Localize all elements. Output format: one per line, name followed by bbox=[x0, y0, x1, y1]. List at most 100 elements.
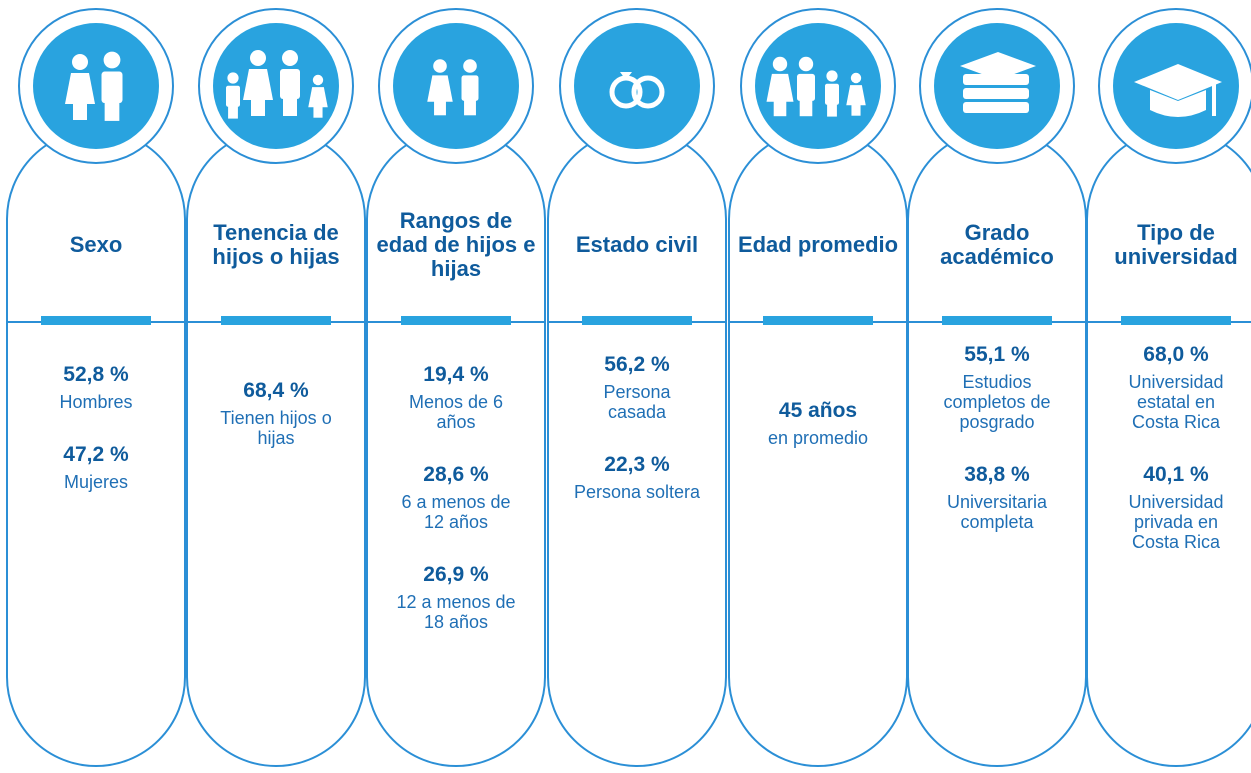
icon-legs bbox=[73, 102, 87, 120]
icon-head bbox=[312, 74, 324, 86]
stats: 56,2 % Persona casada 22,3 % Persona solter… bbox=[548, 352, 726, 532]
stat-item: 68,4 % Tienen hijos o hijas bbox=[187, 378, 365, 448]
stat-value: 68,0 % bbox=[1143, 343, 1209, 366]
stat-value: 40,1 % bbox=[1143, 463, 1209, 486]
column-title: Grado académico bbox=[940, 220, 1054, 269]
icon-body bbox=[846, 85, 866, 106]
column-title: Estado civil bbox=[575, 232, 699, 257]
stat-label: Menos de 6 años bbox=[408, 392, 504, 432]
icon-circle bbox=[33, 23, 159, 149]
stat-value: 22,3 % bbox=[604, 453, 670, 476]
icon-circle bbox=[934, 23, 1060, 149]
icon-head bbox=[433, 59, 447, 73]
icon-cap-base bbox=[1150, 90, 1206, 117]
icon-body bbox=[101, 71, 123, 104]
stat-label: Mujeres bbox=[63, 472, 129, 492]
stat-item: 26,9 % 12 a menos de 18 años bbox=[367, 562, 545, 632]
icon bbox=[766, 56, 866, 117]
icon-book bbox=[963, 102, 1029, 113]
icon bbox=[960, 52, 1036, 113]
stat-item: 68,0 % Universidad estatal en Costa Rica bbox=[1087, 342, 1251, 432]
icon-head bbox=[282, 50, 298, 66]
icon bbox=[1134, 64, 1222, 117]
icon-body bbox=[427, 75, 453, 102]
stats: 45 años en promedio bbox=[729, 398, 907, 478]
stats: 55,1 % Estudios completos de posgrado 38,8… bbox=[908, 342, 1086, 562]
icon-legs bbox=[851, 104, 861, 116]
stat-item: 19,4 % Menos de 6 años bbox=[367, 362, 545, 432]
icon-head bbox=[826, 70, 838, 82]
stat-item: 55,1 % Estudios completos de posgrado bbox=[908, 342, 1086, 432]
icon-head bbox=[463, 59, 477, 73]
stat-label: 12 a menos de 18 años bbox=[396, 592, 516, 632]
icon-head bbox=[850, 72, 862, 84]
icon-legs bbox=[773, 100, 787, 117]
stat-value: 38,8 % bbox=[964, 463, 1030, 486]
icon-circle bbox=[755, 23, 881, 149]
stats: 68,4 % Tienen hijos o hijas bbox=[187, 378, 365, 478]
icon-legs bbox=[283, 98, 297, 116]
divider-bar bbox=[1121, 316, 1231, 325]
icon-body bbox=[308, 87, 328, 108]
stat-item: 47,2 % Mujeres bbox=[7, 442, 185, 492]
divider-bar bbox=[401, 316, 511, 325]
stat-label: Estudios completos de posgrado bbox=[943, 372, 1051, 432]
icon-head bbox=[72, 54, 88, 70]
icon-cap bbox=[1134, 64, 1222, 100]
stat-label: Universidad estatal en Costa Rica bbox=[1128, 372, 1224, 432]
stat-value: 26,9 % bbox=[423, 563, 489, 586]
stat-label: 6 a menos de 12 años bbox=[401, 492, 511, 532]
stat-item: 52,8 % Hombres bbox=[7, 362, 185, 412]
icon-ring bbox=[631, 75, 665, 109]
stat-item: 56,2 % Persona casada bbox=[548, 352, 726, 422]
icon-body bbox=[766, 73, 794, 102]
stat-item: 22,3 % Persona soltera bbox=[548, 452, 726, 502]
icon-body bbox=[243, 69, 273, 100]
stats: 52,8 % Hombres 47,2 % Mujeres bbox=[7, 362, 185, 522]
divider-bar bbox=[221, 316, 331, 325]
stat-item: 28,6 % 6 a menos de 12 años bbox=[367, 462, 545, 532]
divider-bar bbox=[942, 316, 1052, 325]
icon bbox=[609, 72, 665, 109]
icon bbox=[427, 59, 479, 116]
icon-body bbox=[226, 85, 240, 107]
icon-body bbox=[825, 83, 839, 105]
stat-value: 47,2 % bbox=[63, 443, 129, 466]
stat-value: 56,2 % bbox=[604, 353, 670, 376]
icon-gem bbox=[620, 72, 632, 80]
stat-value: 19,4 % bbox=[423, 363, 489, 386]
icon-legs bbox=[799, 100, 813, 117]
icon-head bbox=[103, 51, 121, 69]
column-title: Tipo de universidad bbox=[1114, 220, 1238, 269]
stat-item: 40,1 % Universidad privada en Costa Rica bbox=[1087, 462, 1251, 552]
icon-body bbox=[797, 73, 815, 101]
icon-circle bbox=[213, 23, 339, 149]
divider-bar bbox=[763, 316, 873, 325]
stat-item: 38,8 % Universitaria completa bbox=[908, 462, 1086, 532]
icon-tassel bbox=[1212, 84, 1216, 116]
icon-body bbox=[461, 75, 479, 101]
column-title: Sexo bbox=[69, 232, 123, 257]
divider-bar bbox=[41, 316, 151, 325]
icon-legs bbox=[251, 98, 265, 116]
icon-circle bbox=[393, 23, 519, 149]
stat-label: Tienen hijos o hijas bbox=[220, 408, 332, 448]
stat-label: Persona soltera bbox=[573, 482, 701, 502]
icon-legs bbox=[228, 106, 238, 119]
icon-legs bbox=[313, 106, 323, 118]
icon-book bbox=[963, 88, 1029, 99]
stat-label: Universitaria completa bbox=[946, 492, 1048, 532]
icon bbox=[226, 50, 328, 119]
icon-legs bbox=[104, 102, 120, 121]
icon-head bbox=[798, 56, 814, 72]
stat-label: en promedio bbox=[767, 428, 869, 448]
column-title: Rangos de edad de hijos e hijas bbox=[376, 208, 536, 281]
icon-legs bbox=[827, 104, 837, 117]
stat-label: Persona casada bbox=[603, 382, 671, 422]
icon-book bbox=[963, 74, 1029, 85]
stat-label: Hombres bbox=[59, 392, 133, 412]
icon-body bbox=[280, 69, 300, 99]
column-title: Edad promedio bbox=[737, 232, 899, 257]
icon-cap bbox=[960, 52, 1036, 80]
